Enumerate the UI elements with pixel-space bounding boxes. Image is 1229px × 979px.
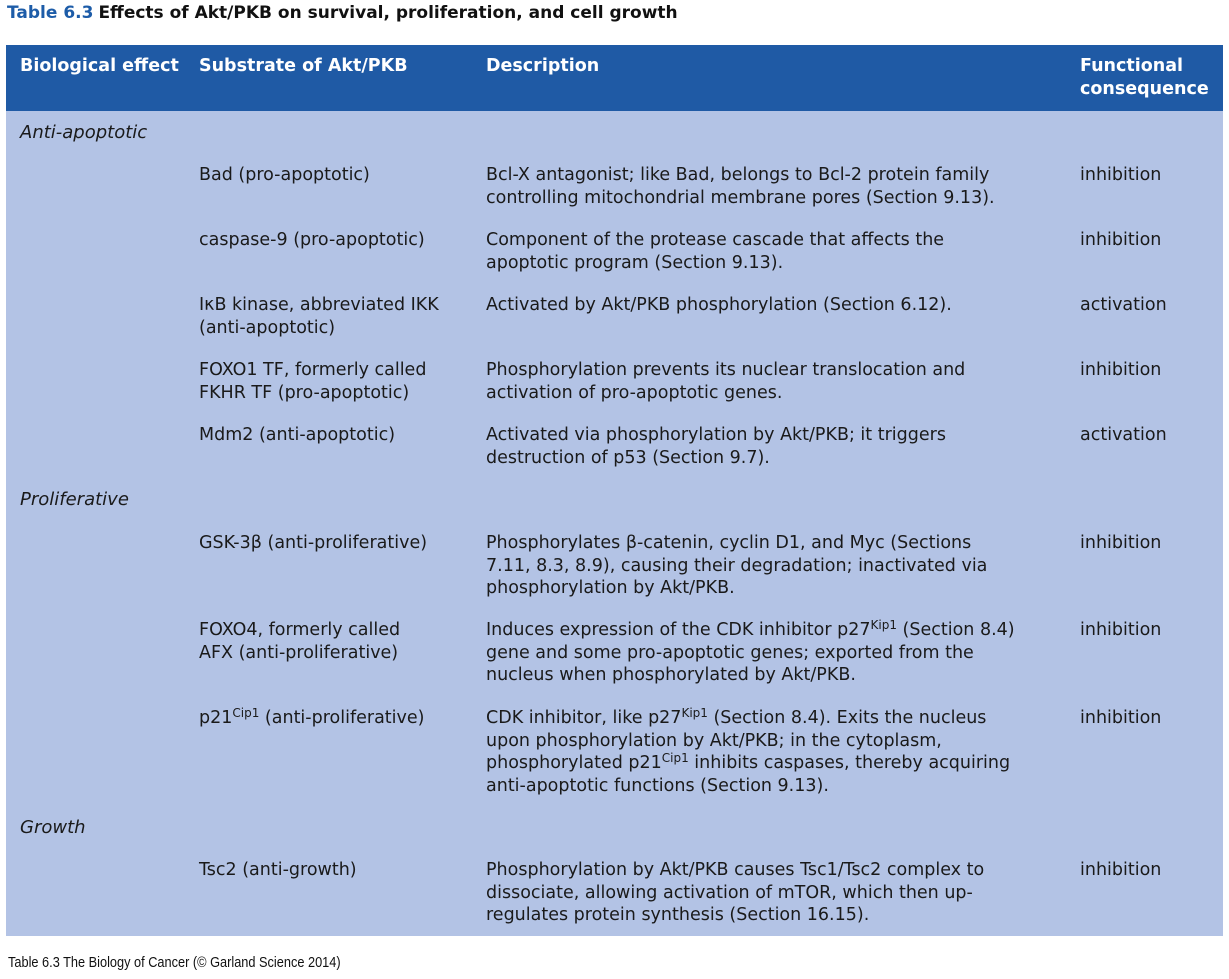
- description-bad: Bcl-X antagonist; like Bad, belongs to B…: [486, 165, 995, 208]
- consequence-mdm2: activation: [1080, 425, 1167, 445]
- table-title: Table 6.3 Effects of Akt/PKB on survival,…: [7, 3, 678, 23]
- description-caspase-9: Component of the protease cascade that a…: [486, 230, 945, 273]
- description-p21-part2: (Section 8.4). Exits the nucleus upon ph…: [486, 708, 987, 773]
- section-label-proliferative: Proliferative: [20, 489, 129, 510]
- description-foxo4-part1: Induces expression of the CDK inhibitor …: [486, 620, 871, 640]
- consequence-ikk: activation: [1080, 295, 1167, 315]
- table-number: Table 6.3: [7, 3, 94, 23]
- header-functional-consequence: Functional consequence: [1080, 56, 1209, 99]
- substrate-p21-part1: p21: [199, 708, 233, 728]
- description-gsk-3b: Phosphorylates β-catenin, cyclin D1, and…: [486, 533, 988, 598]
- description-p21-part1: CDK inhibitor, like p27: [486, 708, 682, 728]
- consequence-gsk-3b: inhibition: [1080, 533, 1162, 553]
- consequence-tsc2: inhibition: [1080, 860, 1162, 880]
- substrate-foxo4: FOXO4, formerly called AFX (anti-prolife…: [199, 620, 401, 663]
- description-foxo4: Induces expression of the CDK inhibitor …: [486, 619, 1066, 687]
- substrate-caspase-9: caspase-9 (pro-apoptotic): [199, 230, 425, 250]
- data-table: Biological effect Substrate of Akt/PKB D…: [6, 45, 1223, 936]
- description-p21: CDK inhibitor, like p27Kip1 (Section 8.4…: [486, 707, 1066, 797]
- substrate-p21-part2: (anti-proliferative): [259, 708, 425, 728]
- consequence-bad: inhibition: [1080, 165, 1162, 185]
- substrate-mdm2: Mdm2 (anti-apoptotic): [199, 425, 396, 445]
- description-p21-part3: inhibits caspases, thereby acquiring ant…: [486, 753, 1011, 796]
- substrate-foxo1: FOXO1 TF, formerly called FKHR TF (pro-a…: [199, 360, 427, 403]
- consequence-foxo1: inhibition: [1080, 360, 1162, 380]
- substrate-tsc2: Tsc2 (anti-growth): [199, 860, 357, 880]
- description-foxo4-part2: (Section 8.4) gene and some pro-apoptoti…: [486, 620, 1015, 685]
- table-header: Biological effect Substrate of Akt/PKB D…: [6, 45, 1223, 111]
- description-mdm2: Activated via phosphorylation by Akt/PKB…: [486, 425, 946, 468]
- superscript-cip1: Cip1: [232, 706, 260, 720]
- substrate-gsk-3b: GSK-3β (anti-proliferative): [199, 533, 428, 553]
- description-tsc2: Phosphorylation by Akt/PKB causes Tsc1/T…: [486, 860, 985, 925]
- superscript-kip1: Kip1: [681, 706, 708, 720]
- substrate-ikk: IκB kinase, abbreviated IKK (anti-apopto…: [199, 295, 439, 338]
- header-description: Description: [486, 56, 600, 76]
- substrate-bad: Bad (pro-apoptotic): [199, 165, 370, 185]
- description-foxo1: Phosphorylation prevents its nuclear tra…: [486, 360, 966, 403]
- table-title-text: Effects of Akt/PKB on survival, prolifer…: [98, 3, 678, 23]
- consequence-caspase-9: inhibition: [1080, 230, 1162, 250]
- section-label-growth: Growth: [20, 817, 86, 838]
- superscript-kip1: Kip1: [870, 618, 897, 632]
- section-label-anti-apoptotic: Anti-apoptotic: [20, 122, 148, 143]
- superscript-cip1: Cip1: [661, 751, 689, 765]
- header-substrate: Substrate of Akt/PKB: [199, 56, 408, 76]
- consequence-foxo4: inhibition: [1080, 620, 1162, 640]
- description-ikk: Activated by Akt/PKB phosphorylation (Se…: [486, 295, 952, 315]
- consequence-p21: inhibition: [1080, 708, 1162, 728]
- header-biological-effect: Biological effect: [20, 56, 179, 76]
- figure-credit: Table 6.3 The Biology of Cancer (© Garla…: [8, 955, 341, 971]
- substrate-p21: p21Cip1 (anti-proliferative): [199, 707, 479, 730]
